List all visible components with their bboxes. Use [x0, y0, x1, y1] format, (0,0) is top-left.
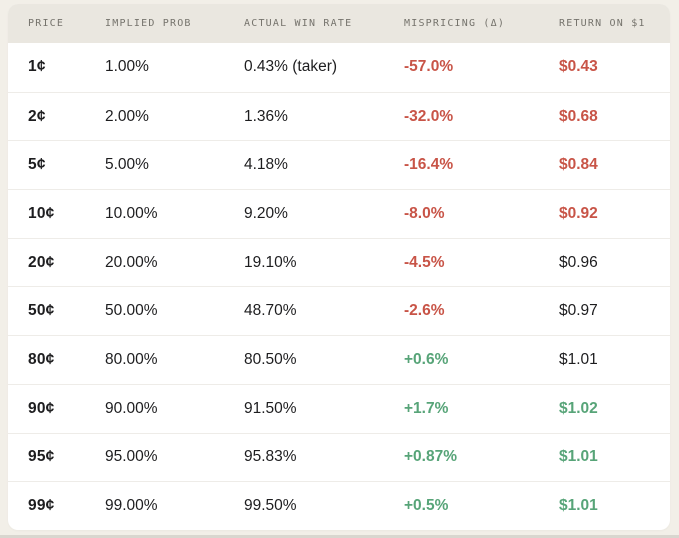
mispricing-cell: +0.5%	[404, 497, 449, 515]
return-cell: $1.01	[559, 497, 598, 515]
bottom-edge-divider	[0, 535, 679, 538]
return-cell: $0.68	[559, 107, 598, 125]
table-row: 1¢ 1.00% 0.43% (taker) -57.0% $0.43	[8, 43, 670, 92]
table-row: 90¢ 90.00% 91.50% +1.7% $1.02	[8, 383, 670, 433]
price-cell: 99¢	[28, 497, 55, 515]
price-cell: 95¢	[28, 448, 55, 466]
mispricing-cell: -8.0%	[404, 204, 445, 222]
actual-win-rate-cell: 9.20%	[244, 204, 288, 222]
table-row: 80¢ 80.00% 80.50% +0.6% $1.01	[8, 335, 670, 384]
return-cell: $0.97	[559, 302, 598, 320]
mispricing-cell: +0.87%	[404, 448, 458, 466]
actual-win-rate-cell: 1.36%	[244, 107, 288, 125]
price-cell: 1¢	[28, 58, 46, 76]
col-header-return-on-1: RETURN ON $1	[559, 18, 646, 29]
table-row: 2¢ 2.00% 1.36% -32.0% $0.68	[8, 91, 670, 141]
price-cell: 10¢	[28, 204, 55, 222]
price-cell: 80¢	[28, 350, 55, 368]
table-row: 50¢ 50.00% 48.70% -2.6% $0.97	[8, 286, 670, 335]
implied-prob-cell: 90.00%	[105, 399, 158, 417]
implied-prob-cell: 95.00%	[105, 448, 158, 466]
actual-win-rate-cell: 99.50%	[244, 497, 297, 515]
return-cell: $1.01	[559, 350, 598, 368]
mispricing-cell: -16.4%	[404, 156, 454, 174]
return-cell: $0.92	[559, 204, 598, 222]
actual-win-rate-cell: 48.70%	[244, 302, 297, 320]
col-header-implied-prob: IMPLIED PROB	[105, 18, 192, 29]
price-cell: 90¢	[28, 399, 55, 417]
mispricing-cell: -2.6%	[404, 302, 445, 320]
implied-prob-cell: 5.00%	[105, 156, 149, 174]
mispricing-cell: +1.7%	[404, 399, 449, 417]
table-row: 5¢ 5.00% 4.18% -16.4% $0.84	[8, 140, 670, 189]
return-cell: $0.43	[559, 58, 598, 76]
implied-prob-cell: 50.00%	[105, 302, 158, 320]
price-cell: 20¢	[28, 253, 55, 271]
table-row: 99¢ 99.00% 99.50% +0.5% $1.01	[8, 481, 670, 530]
price-cell: 2¢	[28, 107, 46, 125]
implied-prob-cell: 20.00%	[105, 253, 158, 271]
implied-prob-cell: 80.00%	[105, 350, 158, 368]
return-cell: $1.02	[559, 399, 598, 417]
table-row: 20¢ 20.00% 19.10% -4.5% $0.96	[8, 237, 670, 287]
mispricing-cell: -32.0%	[404, 107, 454, 125]
actual-win-rate-cell: 0.43% (taker)	[244, 58, 338, 76]
implied-prob-cell: 1.00%	[105, 58, 149, 76]
mispricing-cell: +0.6%	[404, 350, 449, 368]
implied-prob-cell: 10.00%	[105, 204, 158, 222]
col-header-actual-win-rate: ACTUAL WIN RATE	[244, 18, 353, 29]
table-row: 10¢ 10.00% 9.20% -8.0% $0.92	[8, 189, 670, 238]
mispricing-cell: -4.5%	[404, 253, 445, 271]
table-row: 95¢ 95.00% 95.83% +0.87% $1.01	[8, 432, 670, 482]
mispricing-cell: -57.0%	[404, 58, 454, 76]
price-cell: 5¢	[28, 156, 46, 174]
actual-win-rate-cell: 19.10%	[244, 253, 297, 271]
col-header-price: PRICE	[28, 18, 65, 29]
price-cell: 50¢	[28, 302, 55, 320]
table-header: PRICE IMPLIED PROB ACTUAL WIN RATE MISPR…	[8, 4, 670, 43]
actual-win-rate-cell: 95.83%	[244, 448, 297, 466]
return-cell: $0.96	[559, 253, 598, 271]
pricing-table-card: PRICE IMPLIED PROB ACTUAL WIN RATE MISPR…	[8, 4, 670, 530]
return-cell: $1.01	[559, 448, 598, 466]
actual-win-rate-cell: 91.50%	[244, 399, 297, 417]
return-cell: $0.84	[559, 156, 598, 174]
col-header-mispricing: MISPRICING (Δ)	[404, 18, 506, 29]
actual-win-rate-cell: 80.50%	[244, 350, 297, 368]
actual-win-rate-cell: 4.18%	[244, 156, 288, 174]
implied-prob-cell: 99.00%	[105, 497, 158, 515]
implied-prob-cell: 2.00%	[105, 107, 149, 125]
